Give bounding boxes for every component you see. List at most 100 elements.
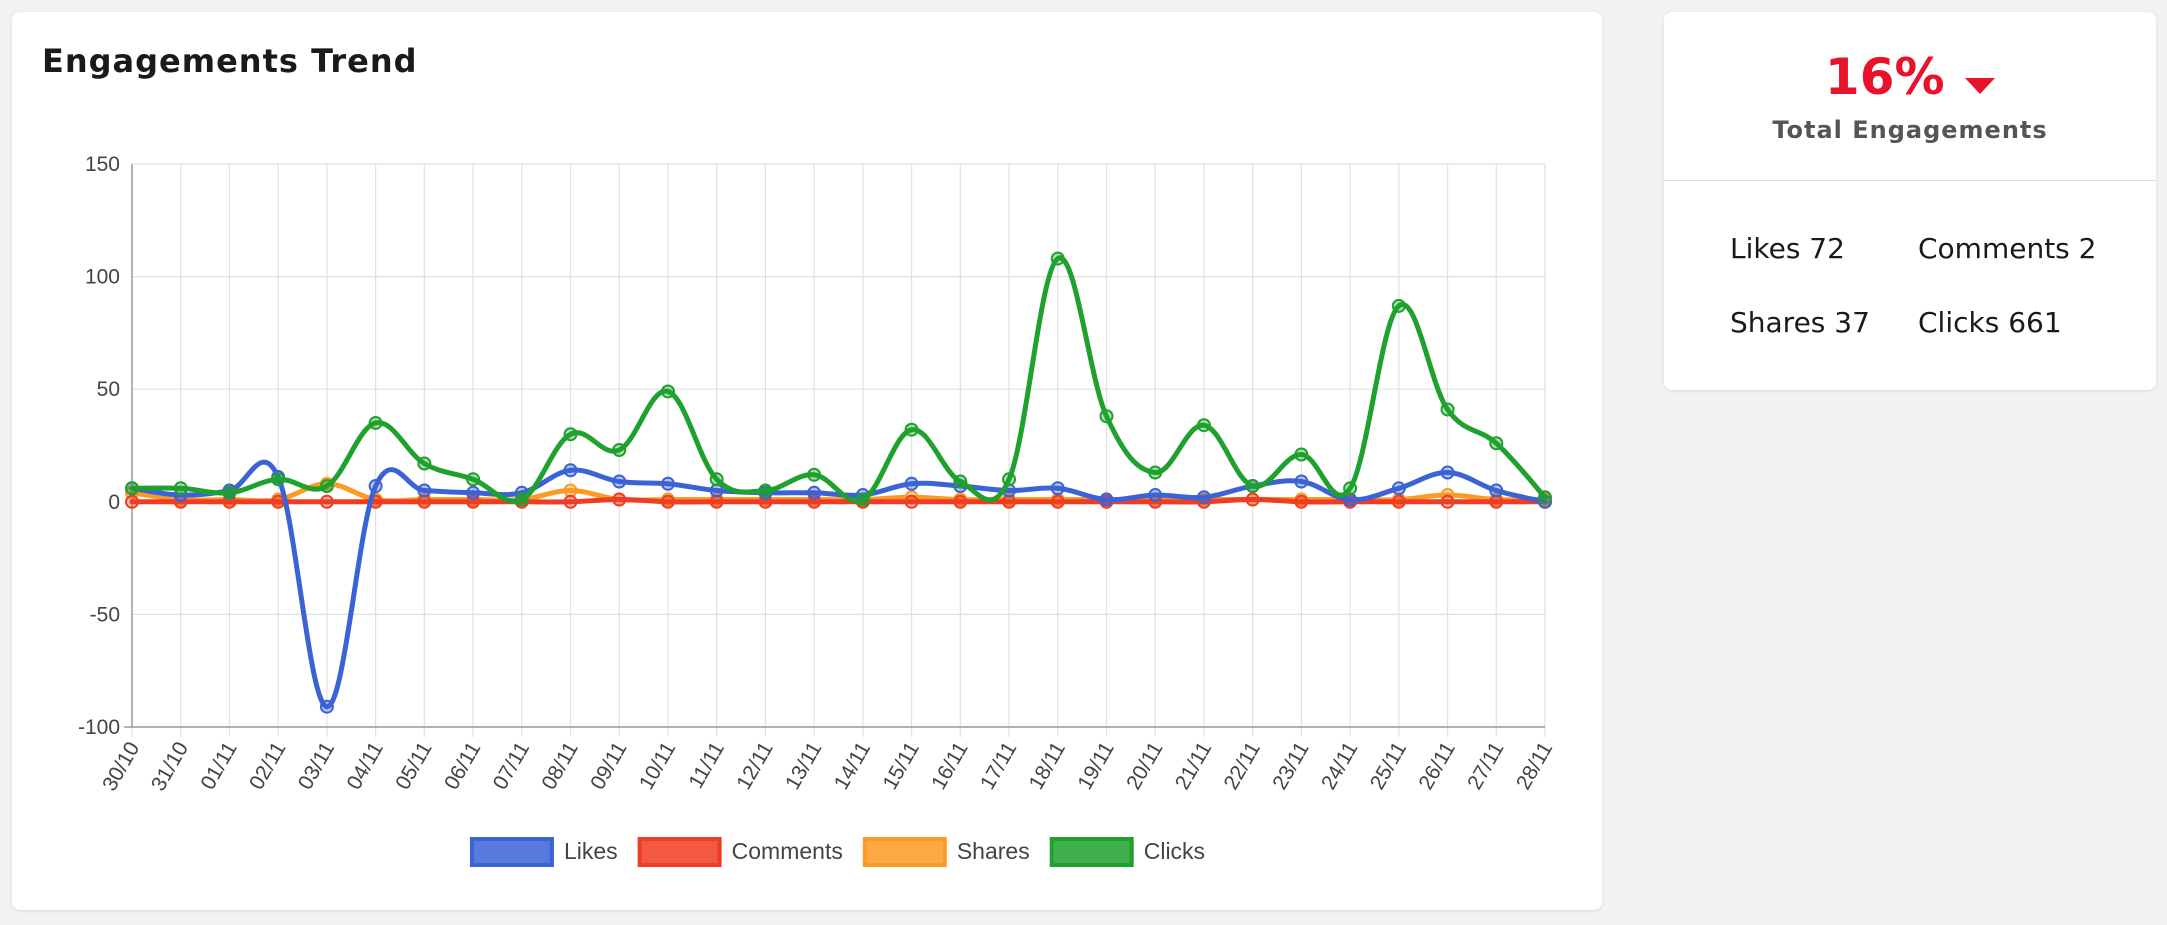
x-tick-label: 27/11: [1463, 738, 1508, 794]
kpi-percentage: 16%: [1824, 48, 1945, 106]
x-tick-label: 08/11: [537, 738, 582, 794]
x-tick-label: 01/11: [196, 738, 241, 794]
likes-point[interactable]: [1099, 492, 1114, 507]
comments-point[interactable]: [1489, 494, 1504, 509]
x-tick-label: 26/11: [1414, 738, 1459, 794]
likes-point[interactable]: [368, 479, 383, 494]
clicks-point[interactable]: [1148, 465, 1163, 480]
clicks-point[interactable]: [758, 483, 773, 498]
clicks-point[interactable]: [1440, 402, 1455, 417]
comments-point[interactable]: [1391, 494, 1406, 509]
likes-point[interactable]: [466, 485, 481, 500]
likes-point[interactable]: [1050, 481, 1065, 496]
clicks-point[interactable]: [807, 467, 822, 482]
clicks-point[interactable]: [368, 415, 383, 430]
comments-point[interactable]: [1002, 494, 1017, 509]
clicks-point[interactable]: [222, 485, 237, 500]
chart-title: Engagements Trend: [42, 42, 418, 80]
clicks-point[interactable]: [1294, 447, 1309, 462]
clicks-point[interactable]: [660, 384, 675, 399]
likes-point[interactable]: [612, 474, 627, 489]
clicks-point[interactable]: [1099, 409, 1114, 424]
clicks-point[interactable]: [1245, 479, 1260, 494]
x-tick-label: 17/11: [976, 738, 1021, 794]
likes-point[interactable]: [417, 483, 432, 498]
clicks-point[interactable]: [1196, 418, 1211, 433]
kpi-label: Total Engagements: [1772, 116, 2048, 144]
x-tick-label: 16/11: [927, 738, 972, 794]
likes-point[interactable]: [904, 476, 919, 491]
clicks-point[interactable]: [466, 472, 481, 487]
comments-point[interactable]: [904, 494, 919, 509]
comments-point[interactable]: [953, 494, 968, 509]
likes-point[interactable]: [319, 699, 334, 714]
clicks-line: [129, 255, 1548, 504]
comments-point[interactable]: [319, 494, 334, 509]
kpi-row: 16%: [1664, 48, 2156, 106]
likes-point[interactable]: [1391, 481, 1406, 496]
chart-legend[interactable]: Likes Comments Shares Clicks: [469, 837, 1205, 867]
likes-point[interactable]: [1440, 465, 1455, 480]
comments-point[interactable]: [1245, 492, 1260, 507]
y-tick-label: 150: [85, 153, 120, 176]
likes-point[interactable]: [1294, 474, 1309, 489]
legend-item-likes[interactable]: Likes: [469, 837, 618, 867]
x-tick-label: 21/11: [1171, 738, 1216, 794]
clicks-point[interactable]: [855, 492, 870, 507]
likes-point[interactable]: [1148, 488, 1163, 503]
clicks-point[interactable]: [612, 443, 627, 458]
comments-point[interactable]: [709, 494, 724, 509]
legend-swatch: [862, 837, 947, 867]
comments-point[interactable]: [1294, 494, 1309, 509]
likes-point[interactable]: [660, 476, 675, 491]
shares-point[interactable]: [563, 483, 578, 498]
clicks-point[interactable]: [1489, 436, 1504, 451]
clicks-point[interactable]: [1050, 251, 1065, 266]
likes-point[interactable]: [1196, 490, 1211, 505]
clicks-point[interactable]: [904, 422, 919, 437]
comments-point[interactable]: [125, 494, 139, 509]
x-tick-label: 05/11: [391, 738, 436, 794]
clicks-point[interactable]: [1391, 298, 1406, 313]
x-tick-label: 15/11: [878, 738, 923, 794]
comments-point[interactable]: [563, 494, 578, 509]
x-tick-label: 10/11: [635, 738, 680, 794]
clicks-point[interactable]: [563, 427, 578, 442]
clicks-point[interactable]: [319, 479, 334, 494]
legend-swatch: [637, 837, 722, 867]
clicks-point[interactable]: [514, 492, 529, 507]
comments-point[interactable]: [1050, 494, 1065, 509]
x-tick-label: 28/11: [1512, 738, 1557, 794]
comments-point[interactable]: [417, 494, 432, 509]
legend-label: Shares: [957, 838, 1030, 864]
clicks-point[interactable]: [1002, 472, 1017, 487]
likes-point[interactable]: [807, 485, 822, 500]
likes-point[interactable]: [563, 463, 578, 478]
legend-item-comments[interactable]: Comments: [637, 837, 843, 867]
y-tick-label: -50: [90, 603, 120, 626]
clicks-point[interactable]: [1538, 490, 1552, 505]
clicks-point[interactable]: [1343, 481, 1358, 496]
x-tick-label: 11/11: [684, 738, 729, 792]
legend-item-clicks[interactable]: Clicks: [1049, 837, 1205, 867]
x-tick-label: 25/11: [1366, 738, 1411, 794]
x-tick-label: 18/11: [1025, 738, 1070, 794]
metric-clicks: Clicks 661: [1918, 306, 2062, 339]
caret-down-icon: [1965, 77, 1996, 94]
clicks-point[interactable]: [125, 481, 139, 496]
x-tick-label: 07/11: [489, 738, 534, 794]
x-tick-label: 20/11: [1122, 738, 1167, 794]
comments-point[interactable]: [1440, 494, 1455, 509]
clicks-point[interactable]: [709, 472, 724, 487]
likes-point[interactable]: [1489, 483, 1504, 498]
comments-point[interactable]: [660, 494, 675, 509]
legend-item-shares[interactable]: Shares: [862, 837, 1030, 867]
metric-comments: Comments 2: [1918, 232, 2097, 265]
clicks-point[interactable]: [417, 456, 432, 471]
clicks-point[interactable]: [953, 474, 968, 489]
clicks-point[interactable]: [271, 472, 286, 487]
clicks-point[interactable]: [173, 481, 188, 496]
comments-point[interactable]: [612, 492, 627, 507]
x-tick-label: 30/10: [98, 738, 144, 795]
